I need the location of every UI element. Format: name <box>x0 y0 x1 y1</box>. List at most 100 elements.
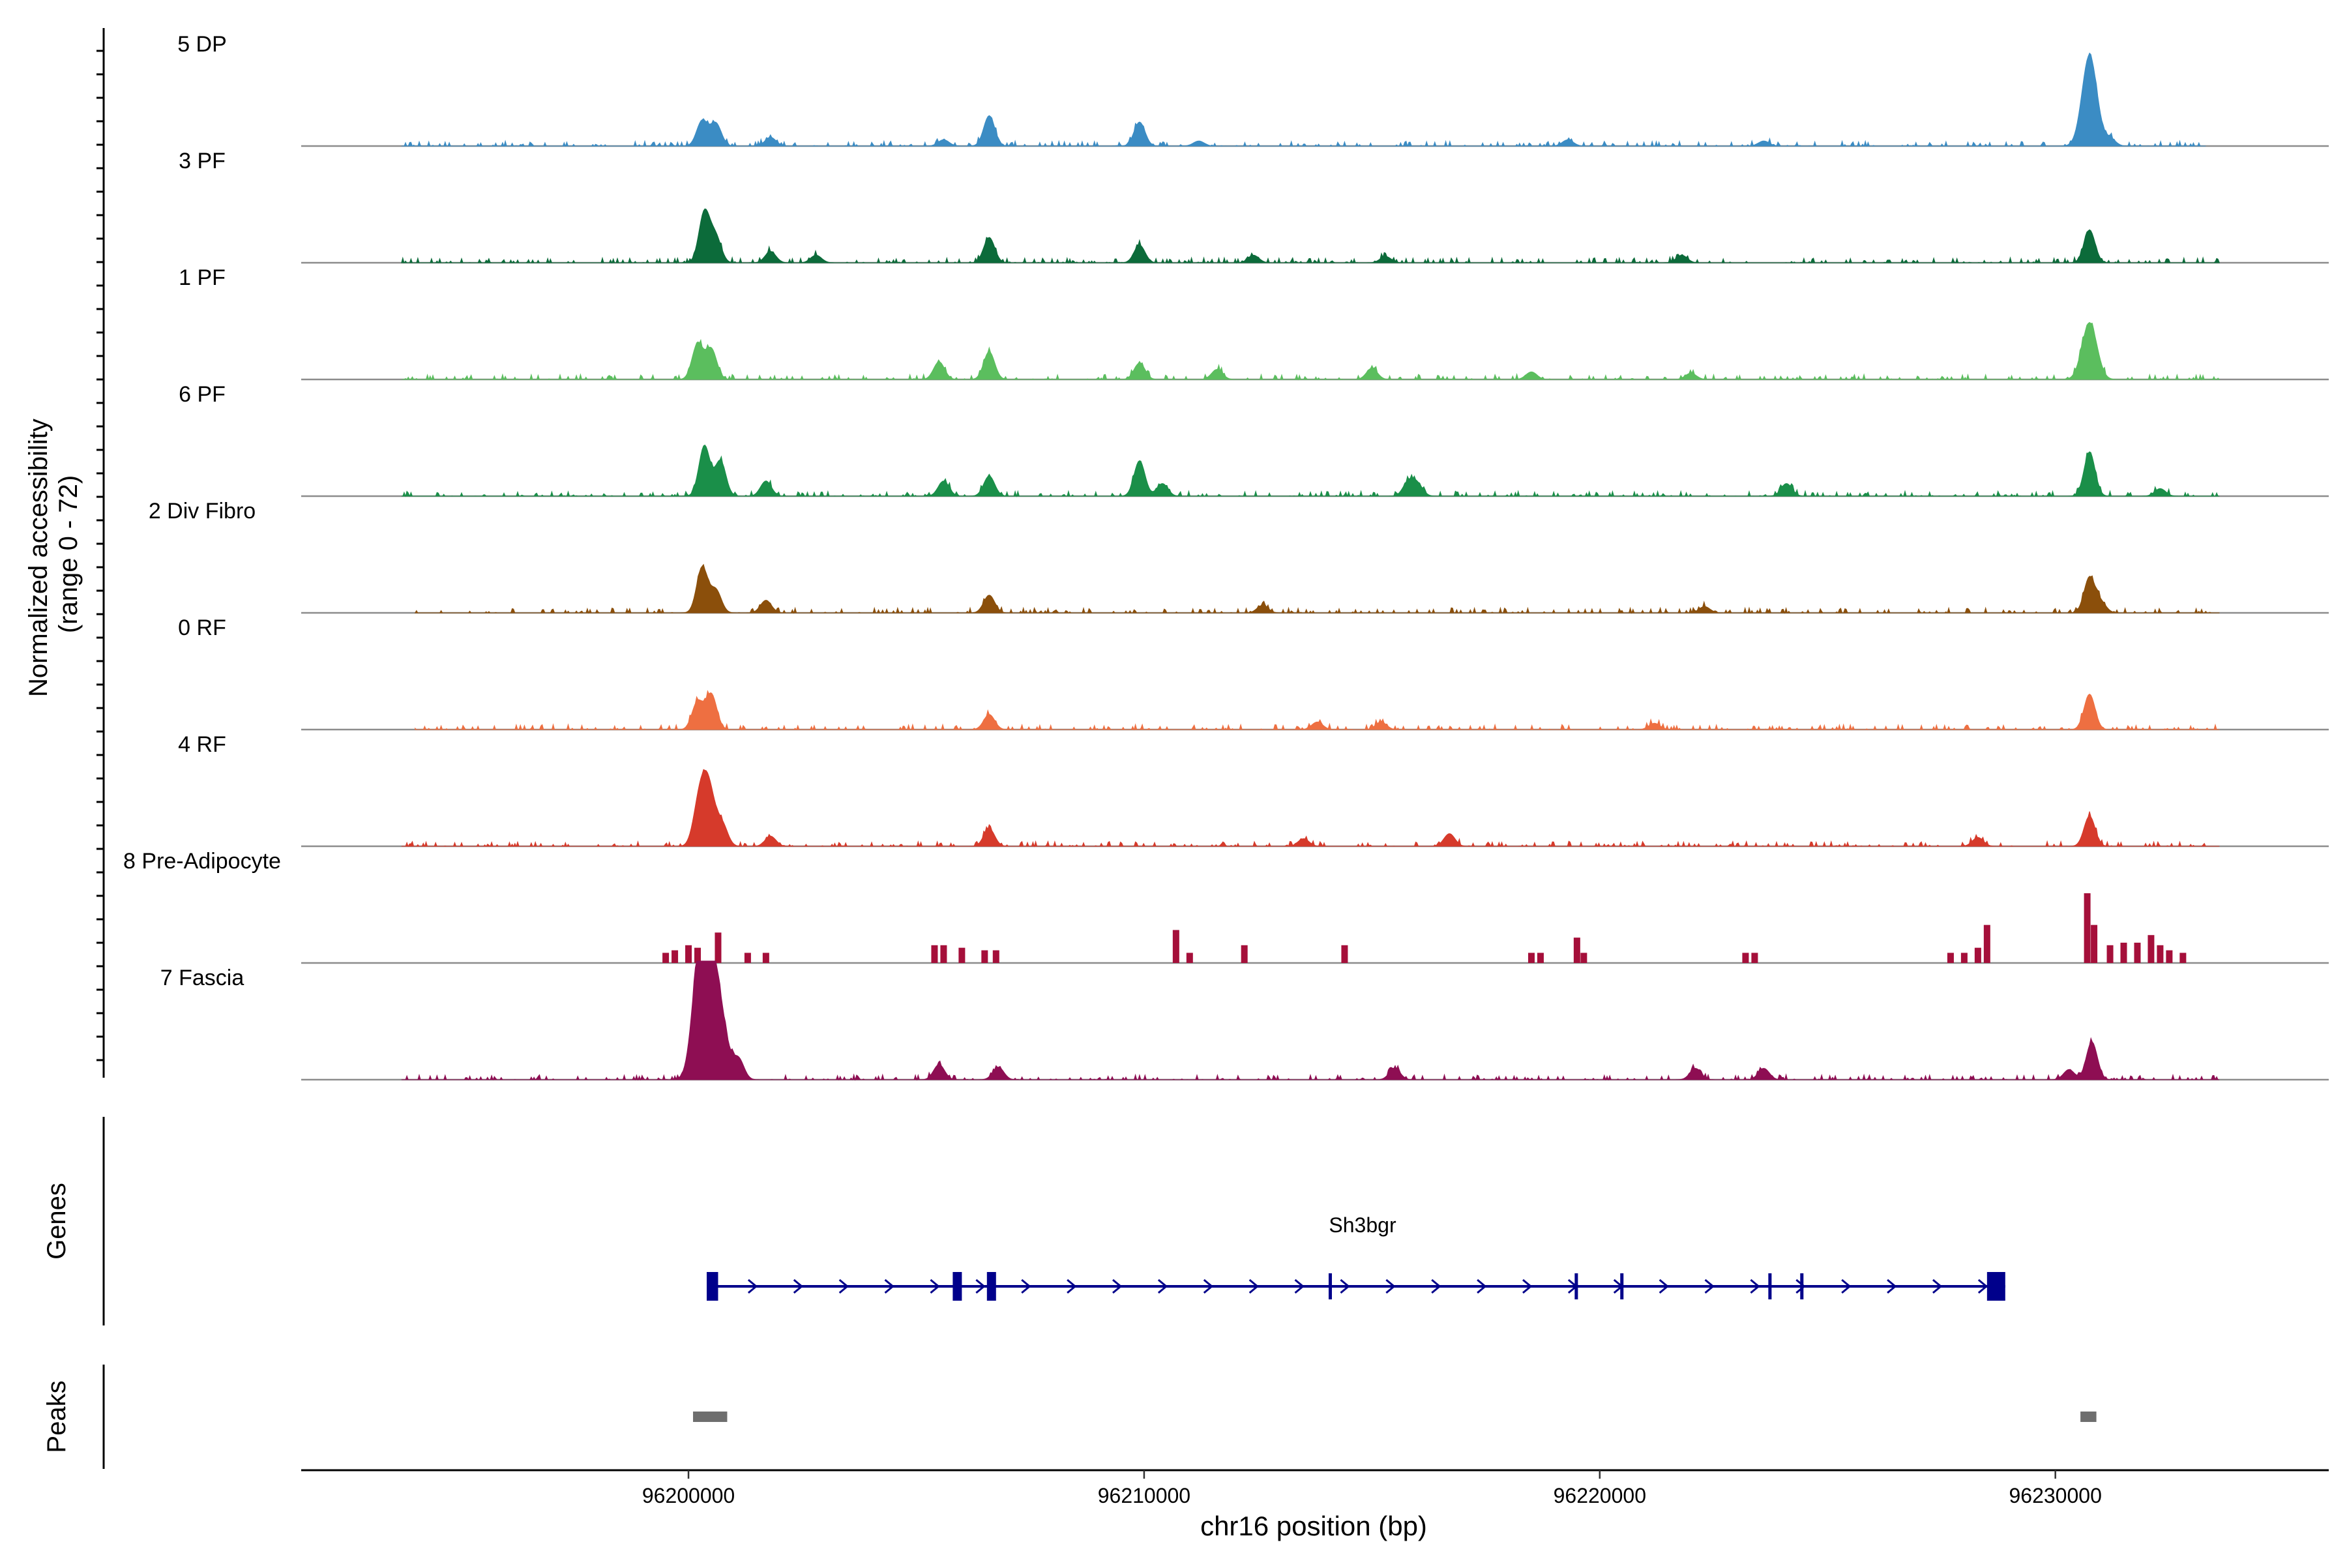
strand-arrow <box>1977 1279 1988 1294</box>
peak-region <box>2080 1412 2097 1422</box>
coverage-bar <box>715 932 722 963</box>
coverage-bar <box>672 950 679 963</box>
strand-arrow <box>1431 1279 1441 1294</box>
coverage-bar <box>1960 953 1968 963</box>
x-axis-title: chr16 position (bp) <box>1200 1511 1427 1541</box>
strand-arrow <box>1932 1279 1943 1294</box>
track-8: 8 Pre-Adipocyte <box>123 849 2329 964</box>
coverage-bar <box>1186 953 1193 963</box>
strand-arrow <box>1248 1279 1259 1294</box>
coverage-bar <box>662 953 670 963</box>
exon <box>986 1272 996 1301</box>
strand-arrow <box>1795 1279 1806 1294</box>
track-2: 3 PF <box>179 149 2329 264</box>
strand-arrow <box>1477 1279 1487 1294</box>
strand-arrow <box>1887 1279 1897 1294</box>
coverage-bar <box>2148 935 2155 963</box>
y-axis-title-line2: (range 0 - 72) <box>54 475 83 633</box>
track-7: 4 RF <box>178 732 2329 848</box>
track-3: 1 PF <box>179 265 2329 381</box>
coverage-tracks: 5 DP 3 PF 1 PF 6 PF 2 Div Fibro 0 RF 4 RF 8 Pre… <box>123 32 2329 1081</box>
coverage-bar <box>1947 953 1954 963</box>
track-6: 0 RF <box>178 615 2329 731</box>
strand-arrow <box>793 1279 804 1294</box>
coverage-area <box>401 208 2221 264</box>
exon <box>707 1272 718 1301</box>
strand-arrow <box>838 1279 849 1294</box>
peak-regions <box>693 1412 2097 1422</box>
coverage-bar <box>694 947 701 963</box>
strand-arrow <box>975 1279 986 1294</box>
coverage-bar <box>2134 942 2141 963</box>
coverage-bar <box>940 945 947 963</box>
gene-track: Sh3bgr <box>707 1213 2005 1301</box>
coverage-bar <box>762 953 769 963</box>
coverage-bar <box>1580 953 1587 963</box>
strand-arrow <box>747 1279 758 1294</box>
strand-arrow <box>1112 1279 1123 1294</box>
exon <box>1768 1273 1772 1299</box>
track-5: 2 Div Fibro <box>149 499 2329 614</box>
strand-arrow <box>1522 1279 1533 1294</box>
genes-panel-label: Genes <box>42 1183 71 1260</box>
strand-arrow <box>1157 1279 1168 1294</box>
coverage-bar <box>2091 925 2098 963</box>
coverage-area <box>401 52 2206 147</box>
coverage-bar <box>1742 953 1749 963</box>
strand-arrow <box>1021 1279 1031 1294</box>
coverage-bar <box>2166 950 2173 963</box>
strand-arrow <box>1340 1279 1350 1294</box>
track-label: 5 DP <box>177 32 227 57</box>
coverage-bar <box>1983 925 1990 963</box>
y-axis-title: Normalized accessibility (range 0 - 72) <box>24 411 83 697</box>
x-tick-label: 96220000 <box>1554 1484 1646 1507</box>
coverage-bar <box>992 950 999 963</box>
strand-arrow <box>1385 1279 1396 1294</box>
coverage-bar <box>2179 953 2187 963</box>
track-label: 7 Fascia <box>160 966 244 990</box>
strand-arrow <box>1704 1279 1715 1294</box>
coverage-bar <box>1974 947 1981 963</box>
strand-arrow <box>1841 1279 1852 1294</box>
peak-region <box>693 1412 728 1422</box>
coverage-bar <box>1341 945 1348 963</box>
coverage-area <box>401 444 2220 497</box>
coverage-bar <box>2157 945 2164 963</box>
coverage-bar <box>1537 953 1544 963</box>
coverage-bar <box>981 950 988 963</box>
track-4: 6 PF <box>179 382 2329 497</box>
track-label: 4 RF <box>178 732 226 757</box>
x-tick-label: 96200000 <box>642 1484 735 1507</box>
coverage-bar <box>2084 893 2091 963</box>
coverage-area <box>401 769 2220 848</box>
coverage-area <box>401 321 2221 381</box>
coverage-area <box>414 563 2220 614</box>
x-tick-label: 96210000 <box>1098 1484 1190 1507</box>
strand-arrow <box>1750 1279 1760 1294</box>
exon <box>1800 1273 1804 1299</box>
coverage-bar <box>685 945 692 963</box>
coverage-bar <box>1528 953 1535 963</box>
coverage-bar <box>1172 930 1179 963</box>
strand-arrow <box>1294 1279 1305 1294</box>
track-label: 6 PF <box>179 382 226 407</box>
track-label: 2 Div Fibro <box>149 499 256 524</box>
track-9: 7 Fascia <box>160 960 2329 1081</box>
coverage-area <box>401 960 2220 1081</box>
coverage-area <box>415 690 2220 731</box>
strand-arrow <box>884 1279 894 1294</box>
exon <box>1328 1273 1332 1299</box>
track-label: 1 PF <box>179 265 226 290</box>
strand-arrow <box>1659 1279 1669 1294</box>
gene-name: Sh3bgr <box>1329 1213 1396 1237</box>
coverage-bar <box>744 953 751 963</box>
track-label: 3 PF <box>179 149 226 173</box>
coverage-bar <box>2120 942 2127 963</box>
exon <box>1574 1273 1578 1299</box>
coverage-bar <box>2106 945 2114 963</box>
coverage-axis-ticks <box>96 50 104 1061</box>
track-1: 5 DP <box>177 32 2329 147</box>
y-axis-title-line1: Normalized accessibility <box>24 419 53 697</box>
